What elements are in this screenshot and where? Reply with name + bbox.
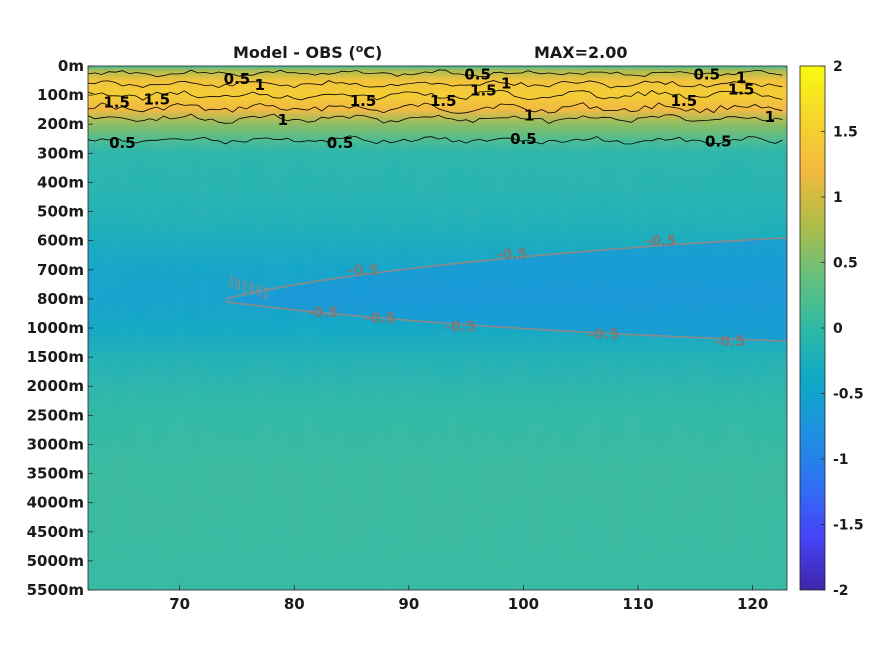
contour-label-negative: -0.5 xyxy=(308,305,339,321)
y-tick-label: 700m xyxy=(37,261,84,279)
contour-label-negative: -0.5 xyxy=(445,320,476,336)
contour-label: 1 xyxy=(765,108,775,126)
plot-area: 0.5 11.5 1.510.5 0.51.5 1.50.5 11.510.51.50.5… xyxy=(87,65,788,591)
y-tick-label: 3000m xyxy=(27,435,84,453)
contour-label-negative: -0.5 xyxy=(714,334,745,350)
contour-neg0.5-fragment xyxy=(249,282,254,296)
colorbar-tick-label: 0.5 xyxy=(833,256,858,272)
contour-label: 0.5 xyxy=(693,66,720,84)
contour-label: 0.5 xyxy=(109,134,136,152)
y-tick-label: 1500m xyxy=(27,348,84,366)
contour-1.5-upper xyxy=(87,89,783,101)
colorbar-tick-label: -1.5 xyxy=(833,518,864,534)
contour-1-upper xyxy=(87,80,783,89)
chart-title: Model - OBS (oC) xyxy=(233,42,382,62)
contour-label: 1.5 xyxy=(103,93,130,111)
contour-neg0.5-fragment xyxy=(229,275,234,289)
colorbar-tick-label: -2 xyxy=(833,583,849,599)
y-tick-label: 100m xyxy=(37,86,84,104)
y-tick-label: 3500m xyxy=(27,465,84,483)
y-tick-label: 500m xyxy=(37,203,84,221)
contour-label: 1.5 xyxy=(671,92,698,110)
colorbar-ticks: 2 1.5 1 0.5 0 -0.5 -1 -1.5 -2 xyxy=(821,59,864,599)
contour-neg0.5-lower xyxy=(225,301,788,342)
contour-label: 0.5 xyxy=(705,133,732,151)
contour-1-lower xyxy=(87,113,783,124)
colorbar-tick-label: 1.5 xyxy=(833,125,858,141)
contour-label: 1.5 xyxy=(470,82,497,100)
contour-label: 1 xyxy=(501,74,511,92)
y-tick-label: 4000m xyxy=(27,494,84,512)
contour-1.5-lower xyxy=(87,102,783,114)
y-tick-label: 300m xyxy=(37,144,84,162)
colorbar-tick-label: 0 xyxy=(833,321,843,337)
contour-0.5-lower xyxy=(87,135,783,145)
y-tick-label: 1000m xyxy=(27,319,84,337)
contour-neg0.5-fragment xyxy=(236,277,241,292)
y-tick-label: 2500m xyxy=(27,406,84,424)
y-tick-label: 5000m xyxy=(27,552,84,570)
contour-0.5-upper xyxy=(87,69,783,78)
contour-label: 1.5 xyxy=(728,80,755,98)
colorbar-tick-label: 1 xyxy=(833,190,843,206)
contour-label-negative: -0.5 xyxy=(348,263,379,279)
colorbar-tick-label: -1 xyxy=(833,452,849,468)
contour-label-negative: -0.5 xyxy=(497,247,528,263)
max-label: MAX=2.00 xyxy=(534,43,628,62)
x-tick-label: 120 xyxy=(737,595,768,613)
contour-neg0.5-fragment xyxy=(242,280,247,294)
x-tick-label: 100 xyxy=(508,595,539,613)
x-tick-label: 90 xyxy=(398,595,419,613)
y-tick-label: 2000m xyxy=(27,377,84,395)
x-tick-label: 80 xyxy=(284,595,305,613)
x-axis-ticks: 70 80 90 100 110 120 xyxy=(169,585,768,613)
colorbar-gradient xyxy=(799,65,826,591)
contour-label: 0.5 xyxy=(510,130,537,148)
contour-neg0.5-upper xyxy=(225,236,788,300)
contour-label: 1.5 xyxy=(430,92,457,110)
contour-labels: 0.5 11.5 1.510.5 0.51.5 1.50.5 11.510.51.50.5… xyxy=(103,66,775,350)
y-tick-label: 600m xyxy=(37,232,84,250)
y-axis-ticks: 0m 100m 200m 300m 400m 500m 600m 700m 800m 1000m 1… xyxy=(27,57,93,599)
contour-label: 1.5 xyxy=(143,90,170,108)
contour-neg0.5-fragment xyxy=(263,287,268,301)
contour-label-negative: -0.5 xyxy=(365,311,396,327)
y-tick-label: 400m xyxy=(37,173,84,191)
x-tick-label: 110 xyxy=(622,595,653,613)
contour-label-negative: -0.5 xyxy=(646,234,677,250)
contour-label: 1 xyxy=(255,76,265,94)
y-tick-label: 0m xyxy=(58,57,84,75)
y-tick-label: 200m xyxy=(37,115,84,133)
contour-lines xyxy=(87,69,788,342)
contour-label-negative: -0.5 xyxy=(588,327,619,343)
contour-label: 1 xyxy=(524,106,534,124)
contour-label: 1 xyxy=(278,111,288,129)
y-tick-label: 800m xyxy=(37,290,84,308)
x-tick-label: 70 xyxy=(169,595,190,613)
colorbar-tick-label: -0.5 xyxy=(833,387,864,403)
contour-label: 1 xyxy=(736,69,746,87)
y-tick-label: 5500m xyxy=(27,581,84,599)
contour-neg0.5-fragment xyxy=(256,284,261,299)
contour-label: 0.5 xyxy=(224,70,251,88)
y-tick-label: 4500m xyxy=(27,523,84,541)
colorbar: 2 1.5 1 0.5 0 -0.5 -1 -1.5 -2 xyxy=(799,59,864,599)
contour-label: 0.5 xyxy=(327,134,354,152)
colorbar-tick-label: 2 xyxy=(833,59,843,75)
contour-label: 1.5 xyxy=(350,92,377,110)
contour-label: 0.5 xyxy=(464,66,491,84)
